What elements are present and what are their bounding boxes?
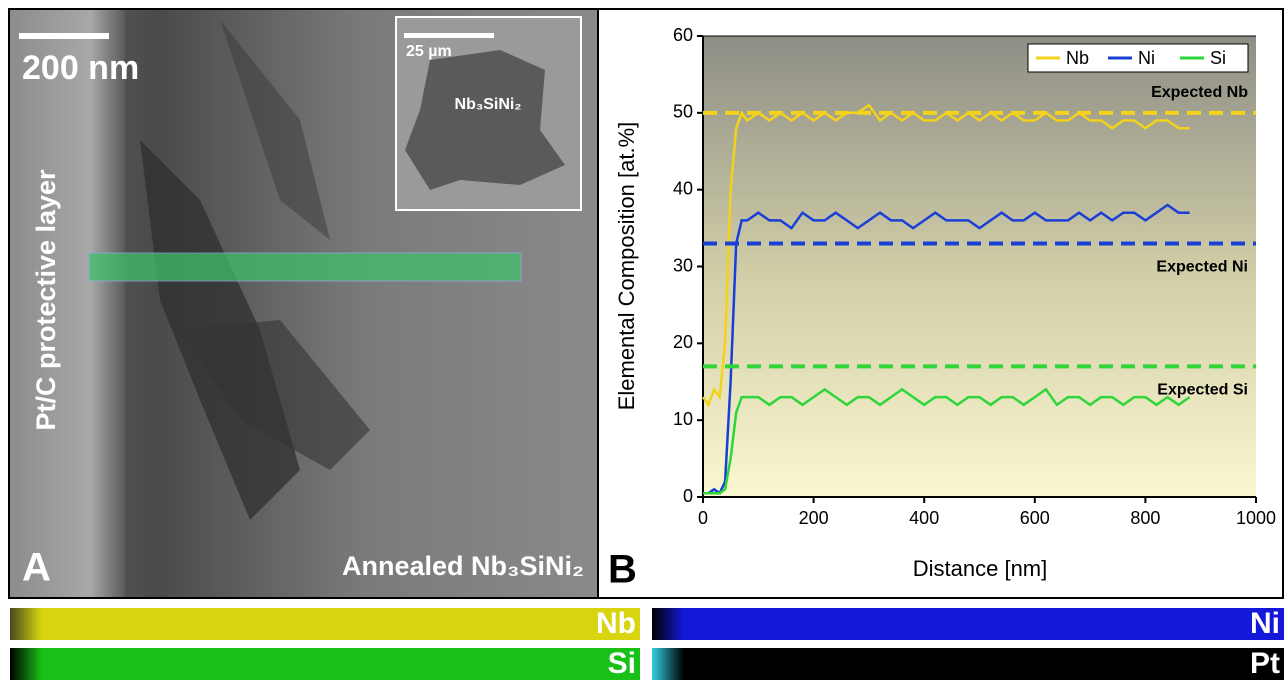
reference-label: Expected Ni: [1156, 259, 1248, 276]
x-tick-label: 200: [799, 508, 829, 528]
x-tick-label: 600: [1020, 508, 1050, 528]
map-label: Si: [608, 647, 636, 680]
scale-bar-label: 200 nm: [22, 49, 139, 87]
x-tick-label: 800: [1130, 508, 1160, 528]
legend-box: [1027, 43, 1249, 73]
data-line: [703, 203, 1190, 496]
y-tick-label: 20: [673, 332, 693, 352]
map-label: Pt: [1250, 647, 1280, 680]
x-tick-label: 0: [698, 508, 708, 528]
element-map: [10, 648, 640, 680]
data-line: [701, 103, 1190, 408]
data-line: [703, 387, 1191, 495]
x-tick-label: 1000: [1236, 508, 1276, 528]
panel-a: 200 nm 25 µm Nb₃SiNi₂ Pt/C protective la…: [8, 8, 600, 599]
inset-label: Nb₃SiNi₂: [455, 96, 522, 113]
x-tick-label: 400: [909, 508, 939, 528]
inset-scale-label: 25 µm: [406, 43, 452, 60]
legend-label: Ni: [1138, 48, 1155, 68]
element-map: [652, 608, 1284, 640]
y-tick-label: 50: [673, 102, 693, 122]
element-map: [652, 648, 1284, 680]
y-tick-label: 0: [683, 486, 693, 506]
legend-label: Si: [1210, 48, 1226, 68]
layer-label: Pt/C protective layer: [31, 169, 61, 431]
map-label: Ni: [1250, 607, 1280, 640]
map-label: Nb: [596, 607, 636, 640]
y-tick-label: 30: [673, 255, 693, 275]
element-map: [10, 608, 640, 640]
panel-label: B: [608, 548, 637, 592]
y-tick-label: 60: [673, 25, 693, 45]
sample-label: Annealed Nb₃SiNi₂: [342, 551, 584, 581]
y-tick-label: 10: [673, 409, 693, 429]
y-axis-label: Elemental Composition [at.%]: [614, 122, 639, 411]
y-tick-label: 40: [673, 178, 693, 198]
element-maps: Nb Ni Si Pt: [10, 607, 1284, 680]
reference-label: Expected Nb: [1151, 84, 1248, 101]
legend-label: Nb: [1066, 48, 1089, 68]
x-axis-label: Distance [nm]: [913, 556, 1048, 581]
reference-label: Expected Si: [1157, 382, 1248, 399]
panel-label: A: [22, 546, 51, 590]
